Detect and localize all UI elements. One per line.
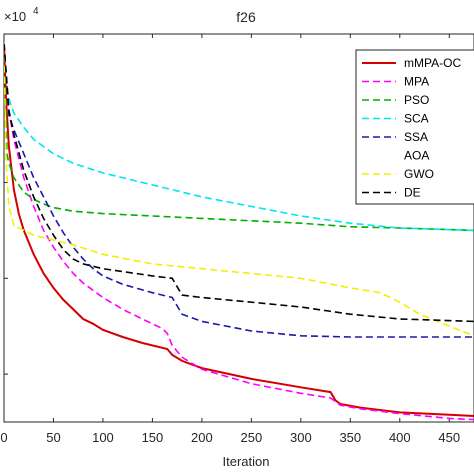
legend-box [355, 49, 474, 205]
series-line-sca [4, 43, 474, 232]
legend-label: mMPA-OC [404, 56, 461, 70]
y-exponent-power: 4 [33, 6, 39, 17]
series-line-ssa [4, 43, 474, 338]
legend-label: SSA [404, 130, 428, 144]
x-tick-label: 250 [241, 430, 263, 445]
chart-title: f26 [236, 9, 256, 25]
x-tick-label: 200 [191, 430, 213, 445]
legend-label: PSO [404, 93, 429, 107]
x-axis-label: Iteration [223, 454, 270, 469]
axes-box [3, 33, 474, 423]
x-tick-label: 450 [438, 430, 460, 445]
series-line-de [4, 43, 474, 323]
y-exponent-base: ×10 [4, 9, 26, 24]
series-line-gwo [4, 43, 474, 337]
legend-label: SCA [404, 112, 429, 126]
x-tick-label: 350 [339, 430, 361, 445]
x-tick-label: 300 [290, 430, 312, 445]
legend: mMPA-OC MPA PSO SCA SSA AOA GWO DE [355, 49, 474, 205]
x-tick-label: 150 [142, 430, 164, 445]
legend-label: AOA [404, 149, 429, 163]
legend-label: DE [404, 186, 421, 200]
plot-area: 0 50 100 150 200 250 300 350 400 450 [0, 33, 474, 445]
x-tick-label: 50 [46, 430, 60, 445]
legend-label: MPA [404, 75, 429, 89]
x-tick-label: 400 [389, 430, 411, 445]
legend-label: GWO [404, 167, 434, 181]
x-tick-label: 0 [0, 430, 7, 445]
x-tick-label: 100 [92, 430, 114, 445]
